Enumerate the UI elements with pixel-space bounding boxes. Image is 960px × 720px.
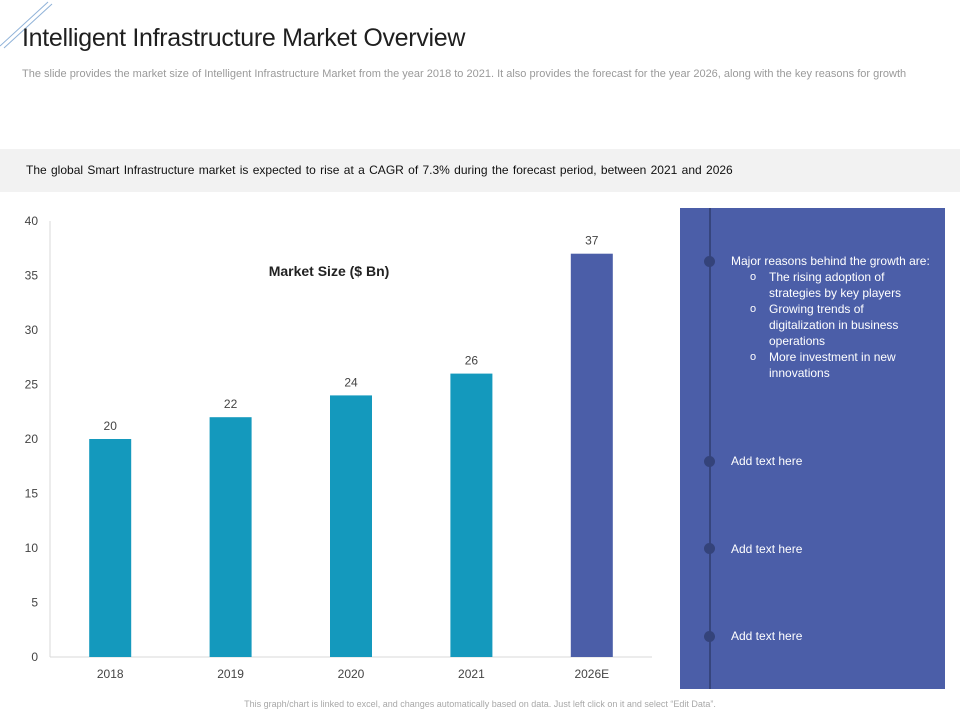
x-tick-label: 2019 (217, 667, 244, 681)
bars (89, 253, 613, 657)
growth-reasons-panel: Major reasons behind the growth are: The… (680, 208, 945, 689)
bar-2020[interactable] (330, 395, 372, 657)
page-title: Intelligent Infrastructure Market Overvi… (22, 24, 466, 52)
bar-value-label: 20 (104, 419, 118, 433)
y-tick-label: 0 (31, 650, 38, 664)
placeholder-text-3[interactable]: Add text here (731, 629, 803, 643)
x-tick-label: 2020 (338, 667, 365, 681)
reason-item: The rising adoption of strategies by key… (731, 269, 931, 301)
x-axis-ticks: 2018 2019 2020 2021 2026E (97, 667, 609, 681)
page-subtitle: The slide provides the market size of In… (22, 68, 907, 80)
y-tick-label: 20 (25, 432, 39, 446)
x-tick-label: 2018 (97, 667, 124, 681)
placeholder-text-1[interactable]: Add text here (731, 454, 803, 468)
reasons-heading: Major reasons behind the growth are: (731, 254, 930, 268)
chart-title: Market Size ($ Bn) (269, 263, 390, 279)
placeholder-text-2[interactable]: Add text here (731, 542, 803, 556)
reasons-block: Major reasons behind the growth are: The… (731, 253, 931, 381)
x-tick-label: 2021 (458, 667, 485, 681)
cagr-banner-text: The global Smart Infrastructure market i… (26, 163, 733, 177)
bar-value-label: 24 (344, 375, 358, 389)
y-tick-label: 35 (25, 269, 39, 283)
market-size-bar-chart[interactable]: 0 5 10 15 20 25 30 35 40 20 22 24 26 37 2018 2019 2020… (0, 200, 670, 690)
reasons-list: The rising adoption of strategies by key… (731, 269, 931, 381)
timeline-bullet-1 (704, 256, 715, 267)
y-tick-label: 15 (25, 487, 39, 501)
y-tick-label: 30 (25, 323, 39, 337)
bar-value-label: 37 (585, 234, 599, 248)
footer-note: This graph/chart is linked to excel, and… (244, 699, 716, 709)
corner-decoration-lines (0, 1, 53, 49)
bar-value-label: 22 (224, 397, 238, 411)
panel-timeline-line (709, 208, 711, 689)
y-axis-ticks: 0 5 10 15 20 25 30 35 40 (25, 214, 39, 664)
timeline-bullet-2 (704, 456, 715, 467)
bar-2019[interactable] (209, 417, 252, 657)
timeline-bullet-3 (704, 543, 715, 554)
reason-item: Growing trends of digitalization in busi… (731, 301, 931, 349)
y-tick-label: 5 (31, 596, 38, 610)
reason-item: More investment in new innovations (731, 349, 931, 381)
bar-2026E[interactable] (570, 253, 613, 657)
cagr-banner: The global Smart Infrastructure market i… (0, 149, 960, 192)
bar-2018[interactable] (89, 439, 132, 657)
y-tick-label: 40 (25, 214, 39, 228)
bar-2021[interactable] (450, 373, 493, 657)
y-tick-label: 25 (25, 378, 39, 392)
x-tick-label: 2026E (574, 667, 609, 681)
y-tick-label: 10 (25, 541, 39, 555)
timeline-bullet-4 (704, 631, 715, 642)
bar-value-labels: 20 22 24 26 37 (104, 234, 599, 433)
bar-value-label: 26 (465, 354, 479, 368)
